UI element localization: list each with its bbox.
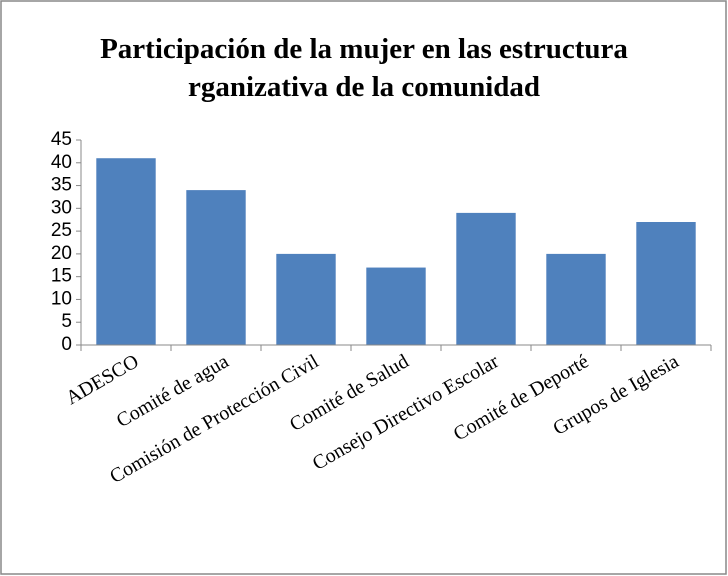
y-tick-label: 45 xyxy=(51,129,72,150)
bar xyxy=(96,158,156,345)
bar xyxy=(456,212,516,345)
y-tick-label: 30 xyxy=(51,197,72,218)
bar xyxy=(546,253,606,345)
bar xyxy=(276,253,336,345)
chart-title: Participación de la mujer en las estruct… xyxy=(100,33,628,103)
y-tick-label: 35 xyxy=(51,175,72,196)
bar xyxy=(636,222,696,345)
y-tick-label: 10 xyxy=(51,288,72,309)
y-tick-label: 15 xyxy=(51,266,72,287)
y-tick-label: 0 xyxy=(61,334,72,355)
y-tick-label: 5 xyxy=(61,311,72,332)
y-tick-label: 40 xyxy=(51,152,72,173)
bar xyxy=(186,190,246,345)
y-tick-label: 25 xyxy=(51,220,72,241)
y-tick-label: 20 xyxy=(51,243,72,264)
bar xyxy=(366,267,426,345)
x-tick-label: ADESCO xyxy=(62,350,142,409)
